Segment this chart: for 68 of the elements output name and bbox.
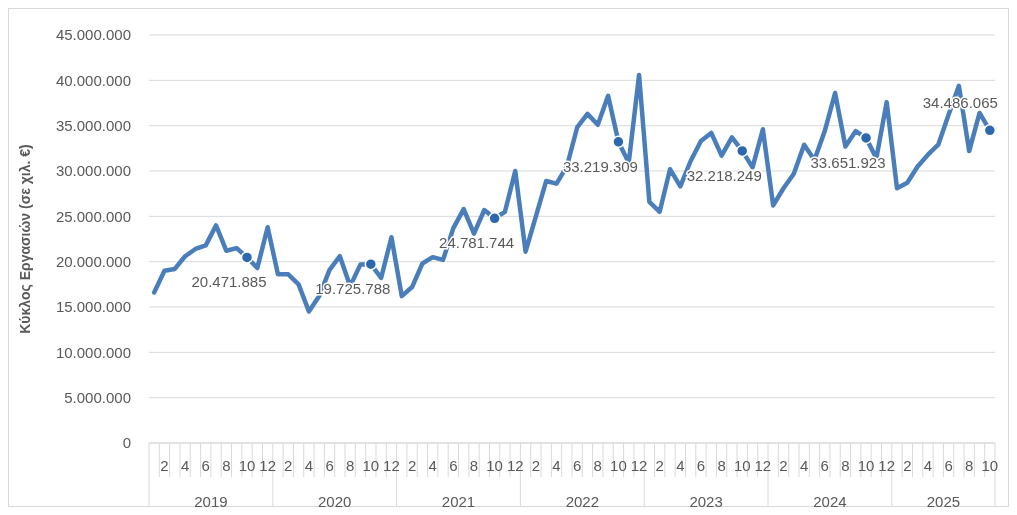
x-tick-label: 6 <box>201 457 210 474</box>
x-tick-label: 2 <box>407 457 417 474</box>
x-tick-label: 4 <box>552 457 561 474</box>
point <box>240 251 254 264</box>
text: 2023 <box>689 493 723 510</box>
text: 2019 <box>194 493 228 510</box>
y-tick-label: 10.000.000 <box>55 343 131 361</box>
point <box>612 135 625 149</box>
x-tick-label: 4 <box>428 457 437 474</box>
x-tick-label: 10 <box>981 457 999 474</box>
x-tick-label: 2 <box>284 457 293 474</box>
y-tick-label: 40.000.000 <box>55 71 131 89</box>
point <box>735 144 749 158</box>
text: 2024 <box>813 493 847 510</box>
y-axis-title: Κύκλος Εργασιών (σε χιλ. €) <box>17 144 33 334</box>
x-tick-label: 10 <box>238 457 256 474</box>
x-tick-label: 8 <box>965 457 974 474</box>
x-tick-label: 4 <box>304 457 314 474</box>
x-tick-label: 12 <box>506 457 524 474</box>
x-tick-label: 8 <box>841 457 850 474</box>
x-tick-label: 8 <box>222 457 231 474</box>
x-tick-label: 10 <box>733 457 751 474</box>
x-tick-label: 8 <box>469 457 479 474</box>
x-tick-label: 10 <box>610 457 627 474</box>
x-tick-label: 8 <box>346 457 355 474</box>
x-tick-label: 12 <box>754 457 772 474</box>
x-tick-label: 10 <box>857 457 875 474</box>
y-tick-label: 25.000.000 <box>55 207 131 225</box>
y-tick-label: 20.000.000 <box>55 252 131 270</box>
x-tick-label: 12 <box>259 457 276 474</box>
point <box>859 131 873 145</box>
text: 2022 <box>565 493 599 510</box>
x-tick-label: 2 <box>655 457 664 474</box>
x-tick-label: 6 <box>696 457 706 474</box>
x-tick-label: 12 <box>383 457 400 474</box>
x-tick-label: 2 <box>531 457 541 474</box>
x-tick-label: 6 <box>944 457 953 474</box>
y-tick-label: 5.000.000 <box>64 388 131 406</box>
x-tick-label: 8 <box>593 457 602 474</box>
y-tick-label: 30.000.000 <box>55 162 131 180</box>
x-tick-label: 12 <box>630 457 648 474</box>
x-tick-label: 8 <box>717 457 726 474</box>
y-tick-label: 0 <box>122 434 131 452</box>
point <box>983 124 997 137</box>
x-tick-label: 6 <box>572 457 582 474</box>
x-tick-label: 4 <box>923 457 933 474</box>
x-tick-label: 6 <box>820 457 829 474</box>
data-label: 20.471.885 <box>191 273 267 291</box>
y-tick-label: 45.000.000 <box>55 26 131 44</box>
y-tick-label: 35.000.000 <box>55 116 131 134</box>
x-tick-label: 6 <box>325 457 334 474</box>
data-label: 33.651.923 <box>810 153 886 171</box>
x-tick-label: 2 <box>160 457 169 474</box>
x-tick-label: 10 <box>362 457 380 474</box>
x-tick-label: 12 <box>878 457 896 474</box>
x-tick-label: 4 <box>676 457 685 474</box>
x-tick-label: 4 <box>799 457 809 474</box>
x-tick-label: 2 <box>903 457 912 474</box>
x-tick-label: 10 <box>486 457 503 474</box>
text: 2021 <box>441 493 476 510</box>
text: 2025 <box>926 493 961 510</box>
point <box>364 257 378 271</box>
x-tick-label: 2 <box>779 457 788 474</box>
data-label: 32.218.249 <box>686 166 762 184</box>
x-tick-label: 4 <box>180 457 190 474</box>
text: 2020 <box>318 493 352 510</box>
y-tick-label: 15.000.000 <box>55 298 131 316</box>
x-tick-label: 6 <box>449 457 458 474</box>
